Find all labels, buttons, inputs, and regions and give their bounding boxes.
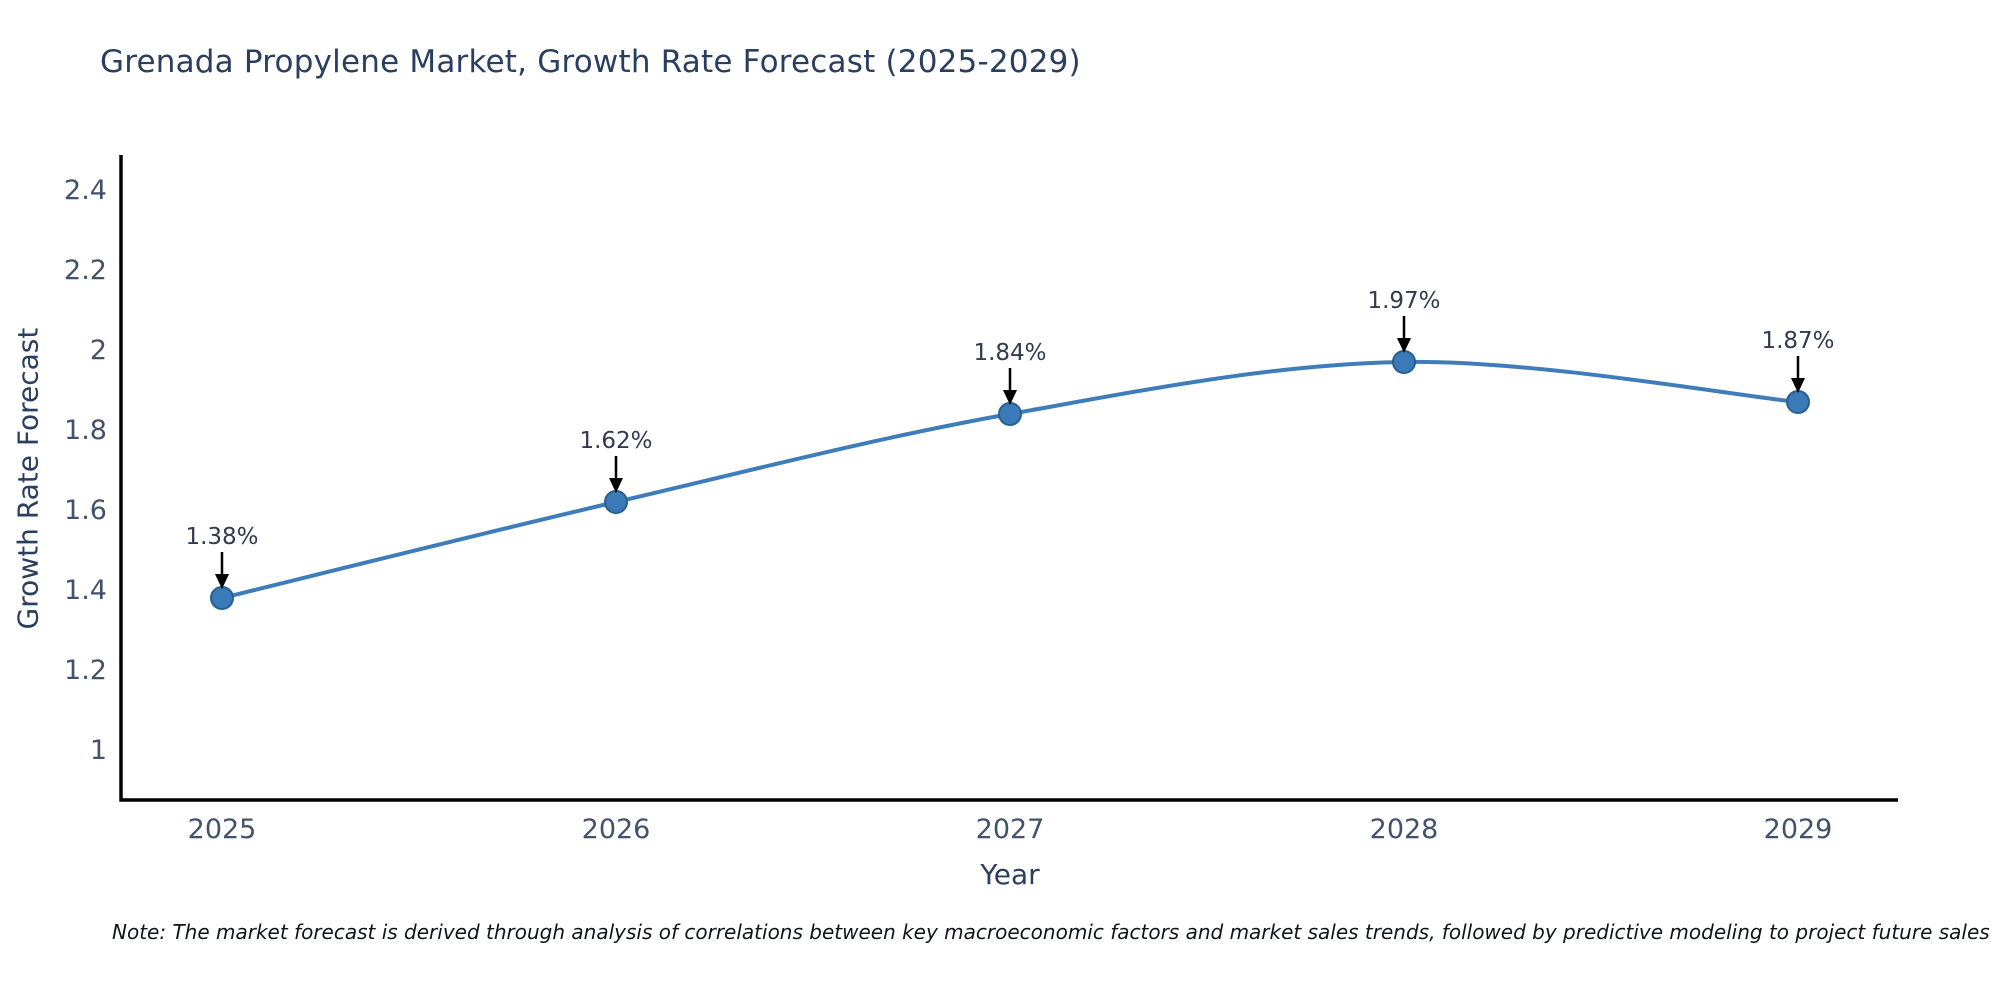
annotation-arrowhead <box>1003 390 1017 405</box>
x-tick-label: 2028 <box>1370 814 1439 845</box>
y-tick-label: 1.8 <box>64 415 107 446</box>
point-value-label: 1.97% <box>1367 288 1440 314</box>
x-tick-label: 2029 <box>1764 814 1833 845</box>
y-tick-label: 2.2 <box>64 255 107 286</box>
y-tick-label: 1.6 <box>64 495 107 526</box>
point-value-label: 1.62% <box>579 428 652 454</box>
annotation-arrowhead <box>1397 338 1411 353</box>
annotation-arrowhead <box>609 478 623 493</box>
x-axis-title: Year <box>980 858 1040 891</box>
point-value-label: 1.84% <box>973 340 1046 366</box>
data-point-2029[interactable] <box>1786 390 1810 414</box>
data-point-2027[interactable] <box>998 402 1022 426</box>
point-value-label: 1.87% <box>1761 328 1834 354</box>
y-tick-label: 1 <box>90 735 107 766</box>
footnote-note: Note: The market forecast is derived thr… <box>112 920 1990 944</box>
y-tick-label: 2 <box>90 335 107 366</box>
y-tick-label: 1.4 <box>64 575 107 606</box>
x-tick-label: 2026 <box>582 814 651 845</box>
annotation-arrowhead <box>1791 378 1805 393</box>
x-tick-label: 2027 <box>976 814 1045 845</box>
data-point-2025[interactable] <box>210 586 234 610</box>
axis-lines <box>119 155 1898 802</box>
x-tick-label: 2025 <box>188 814 257 845</box>
data-point-2028[interactable] <box>1392 350 1416 374</box>
y-tick-label: 1.2 <box>64 655 107 686</box>
point-value-label: 1.38% <box>185 524 258 550</box>
y-tick-label: 2.4 <box>64 175 107 206</box>
chart-title: Grenada Propylene Market, Growth Rate Fo… <box>100 44 1081 80</box>
data-point-2026[interactable] <box>604 490 628 514</box>
annotation-arrowhead <box>215 574 229 589</box>
